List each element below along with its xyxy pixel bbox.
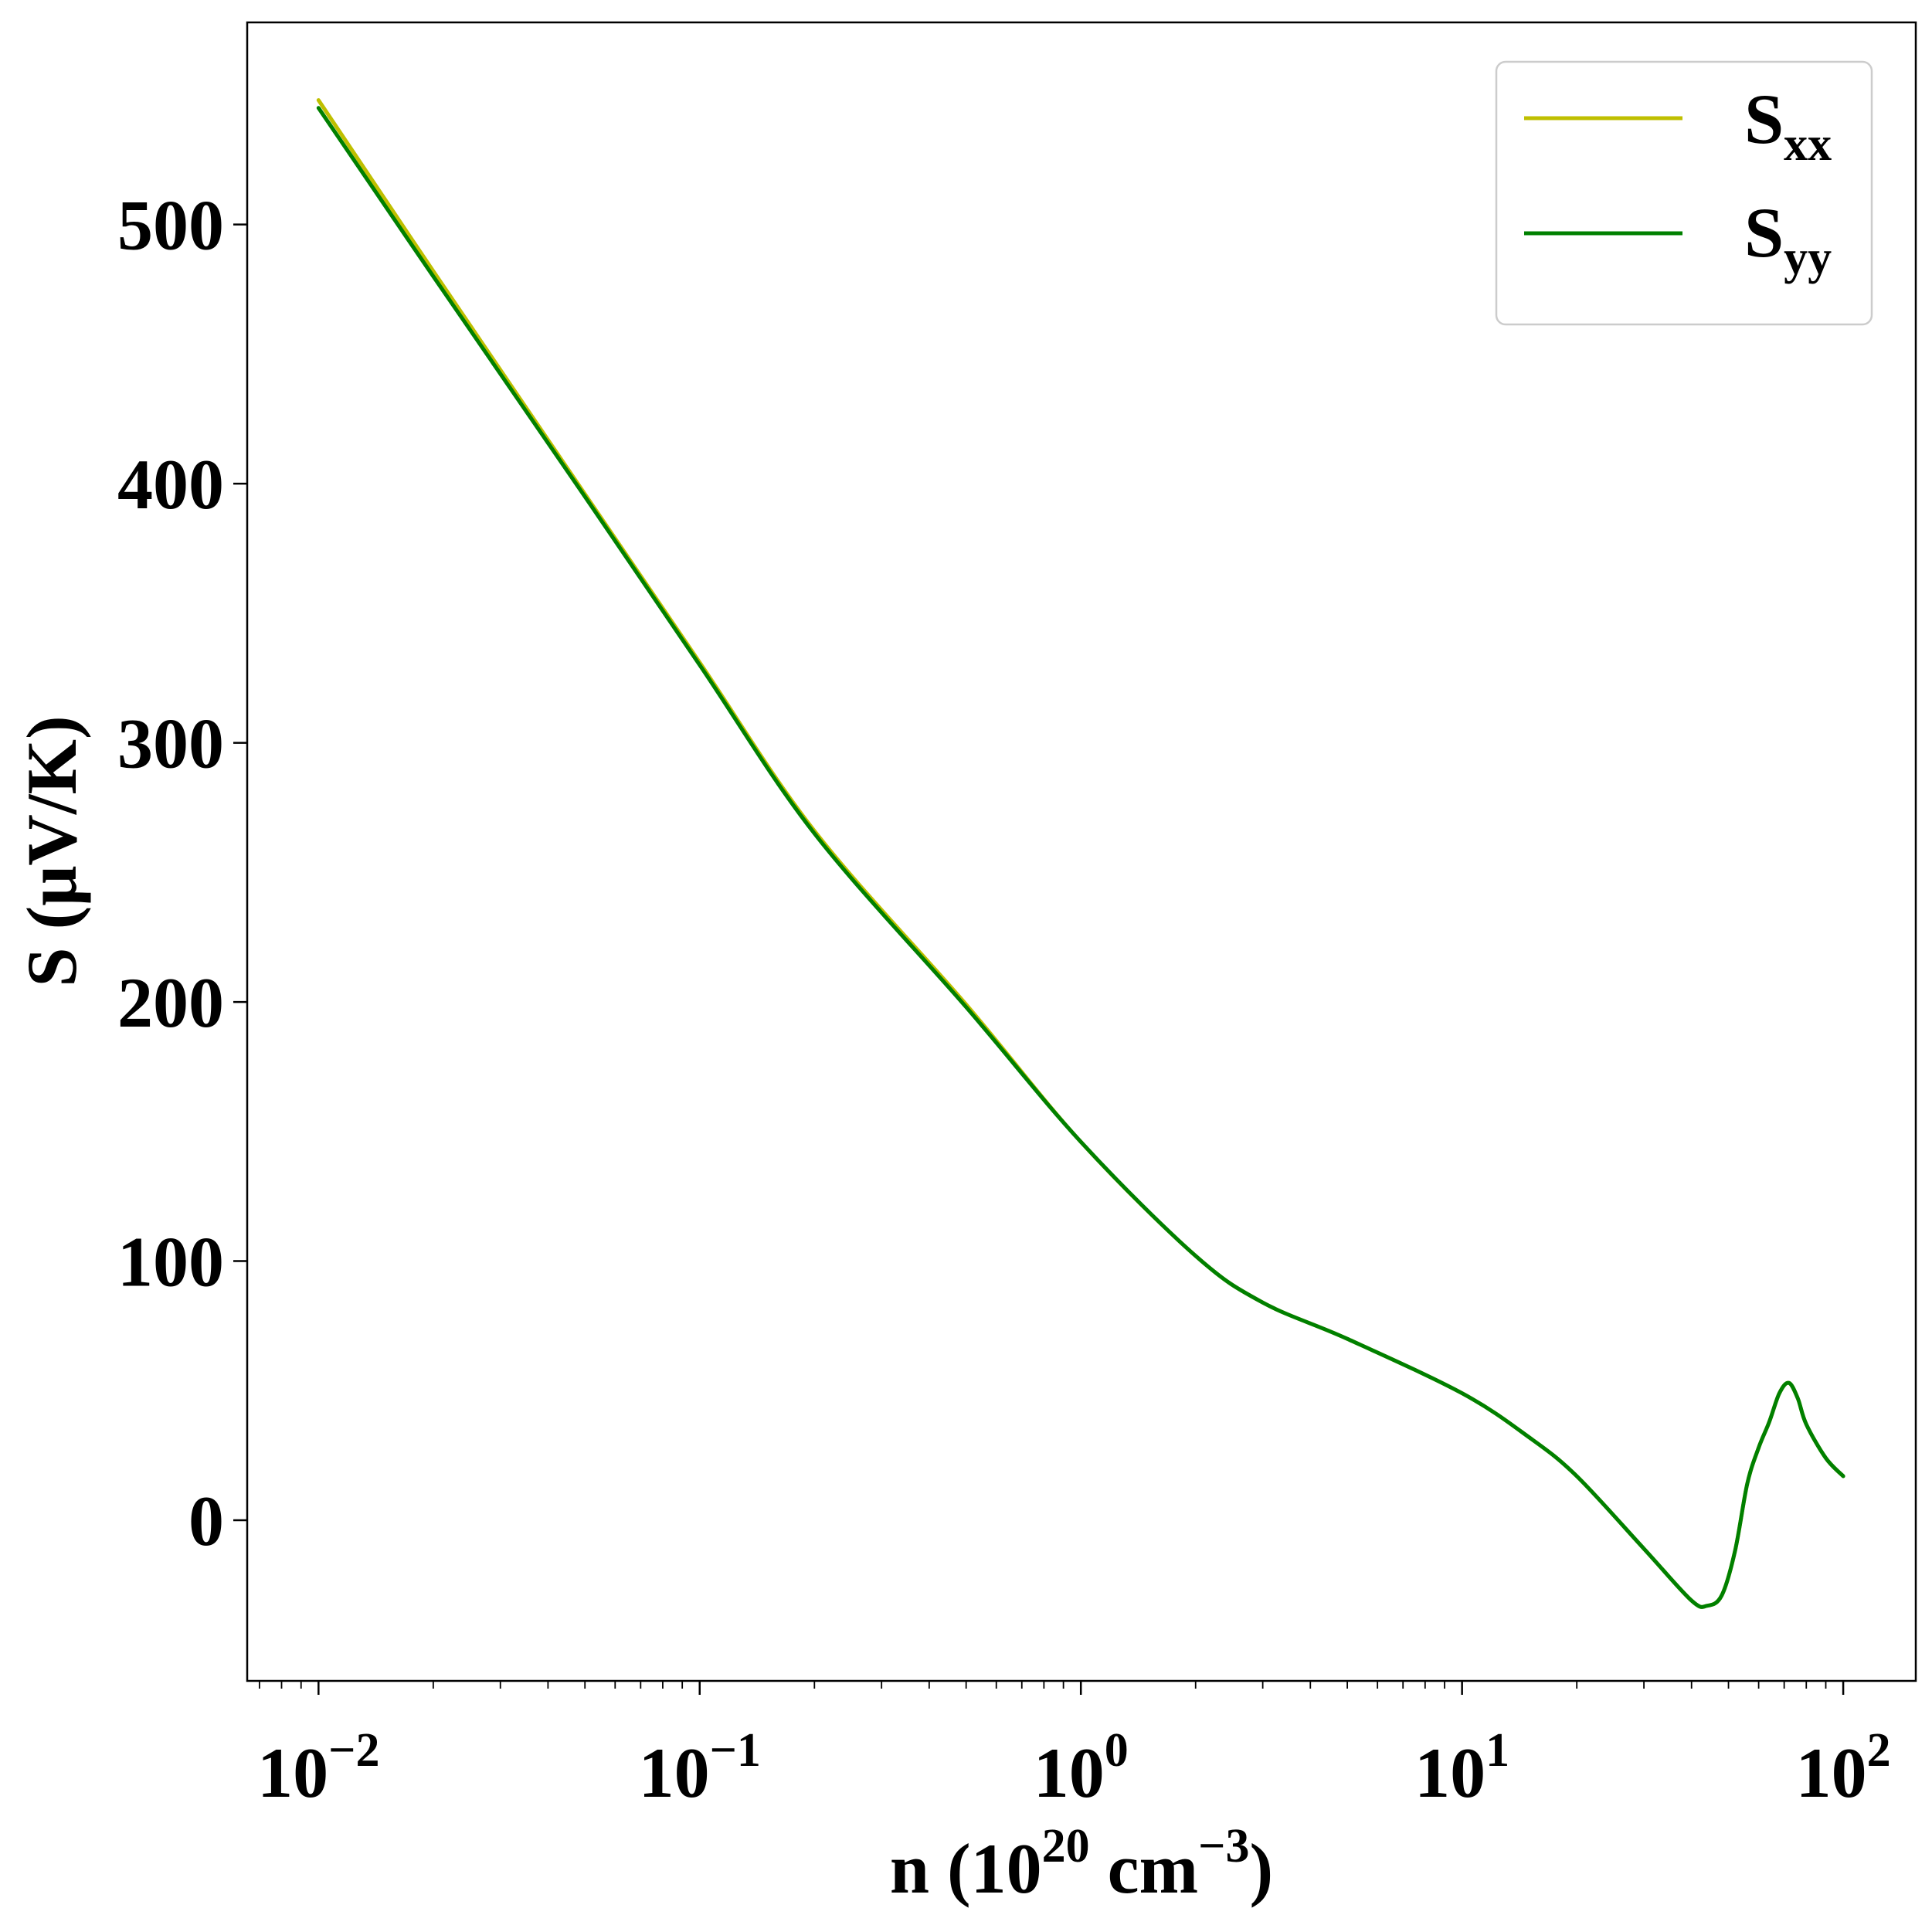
- legend: Sxx Syy: [1495, 60, 1873, 326]
- legend-label-syy-sub: yy: [1784, 232, 1832, 284]
- x-tick-label-exp: −2: [328, 1724, 379, 1777]
- series-line-yy: [316, 106, 1845, 1609]
- legend-label-syy: Syy: [1744, 193, 1832, 284]
- x-axis-title-exp1: 20: [1042, 1820, 1090, 1872]
- series-layer: [316, 98, 1845, 1609]
- y-tick-label: 400: [117, 445, 224, 524]
- x-axis-title-close: ): [1250, 1829, 1274, 1908]
- y-tick-label: 200: [117, 963, 224, 1042]
- legend-label-sxx: Sxx: [1744, 80, 1832, 171]
- y-tick-label: 0: [188, 1482, 224, 1560]
- legend-box: [1495, 60, 1873, 326]
- legend-label-sxx-main: S: [1744, 80, 1784, 158]
- x-tick-label: 102: [1796, 1724, 1891, 1812]
- x-tick-label-base: 10: [257, 1733, 328, 1812]
- x-axis-title: n (1020 cm−3): [890, 1820, 1273, 1908]
- x-tick-label: 10−2: [257, 1724, 379, 1812]
- x-tick-label: 100: [1034, 1724, 1129, 1812]
- y-tick-label: 300: [117, 704, 224, 783]
- y-tick-label: 100: [117, 1223, 224, 1302]
- x-tick-label-base: 10: [639, 1733, 710, 1812]
- x-axis-title-base: n (10: [890, 1829, 1042, 1908]
- y-axis: 0 100 200 300 400 500: [117, 186, 247, 1560]
- x-tick-label-exp: −1: [710, 1724, 761, 1777]
- legend-label-syy-main: S: [1744, 193, 1784, 272]
- x-tick-label: 10−1: [639, 1724, 761, 1812]
- x-axis: 10−2 10−1 100 101 102: [257, 1681, 1891, 1812]
- x-axis-title-exp2: −3: [1198, 1820, 1249, 1872]
- x-tick-label-exp: 1: [1486, 1724, 1509, 1777]
- y-axis-title: S (μV/K): [12, 715, 91, 986]
- x-tick-label-base: 10: [1796, 1733, 1867, 1812]
- x-tick-label-base: 10: [1034, 1733, 1105, 1812]
- x-axis-title-unit: cm: [1090, 1829, 1198, 1908]
- y-tick-label: 500: [117, 186, 224, 265]
- x-tick-label: 101: [1414, 1724, 1509, 1812]
- x-tick-label-exp: 0: [1105, 1724, 1129, 1777]
- x-tick-label-exp: 2: [1867, 1724, 1891, 1777]
- x-tick-label-base: 10: [1414, 1733, 1486, 1812]
- legend-label-sxx-sub: xx: [1784, 118, 1832, 171]
